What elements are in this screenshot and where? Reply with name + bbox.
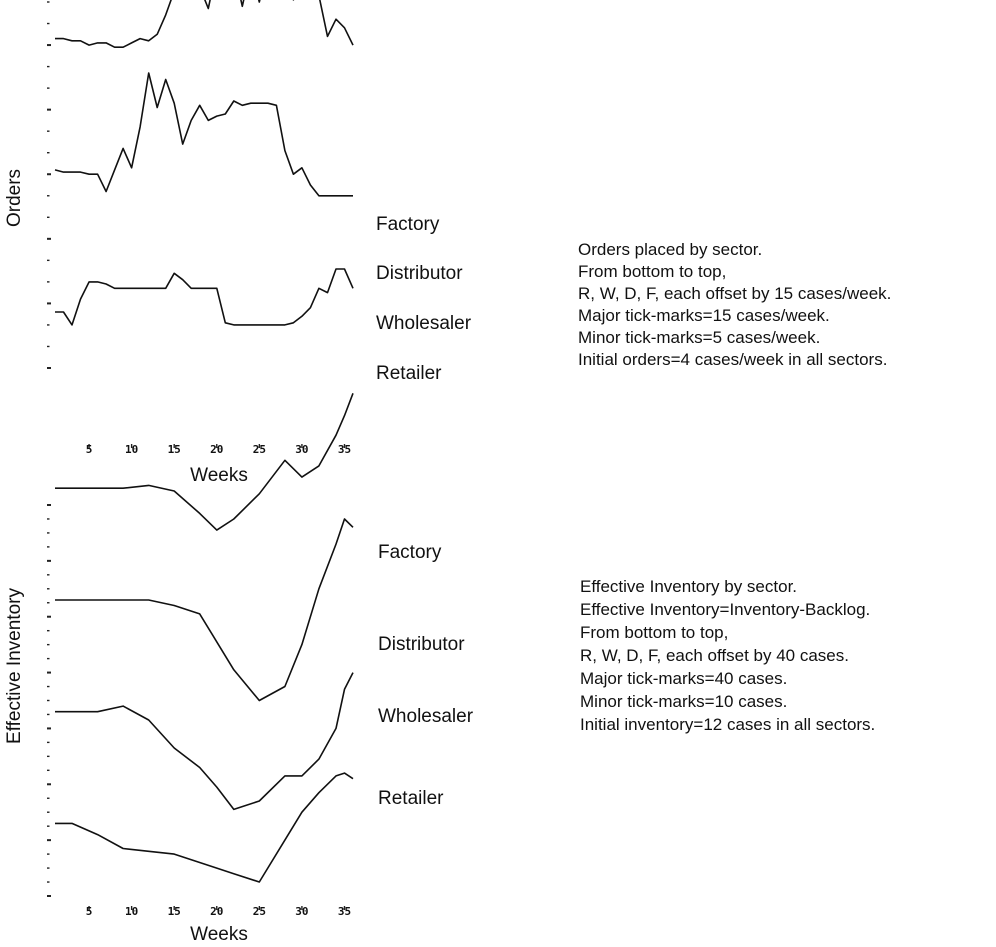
orders-x-axis-label: Weeks	[190, 465, 248, 486]
orders-x-axis-ticks: 5 10 15 20 25 30 35	[86, 443, 351, 456]
inventory-x-tick-label: 35	[338, 905, 351, 918]
orders-label-retailer: Retailer	[376, 363, 442, 384]
orders-label-factory: Factory	[376, 214, 440, 235]
inventory-x-tick-label: 15	[168, 905, 181, 918]
inventory-caption-line: Effective Inventory=Inventory-Backlog.	[580, 600, 870, 619]
inventory-caption-line: Minor tick-marks=10 cases.	[580, 692, 787, 711]
inventory-label-distributor: Distributor	[378, 634, 465, 655]
inventory-x-tick-label: 5	[86, 905, 93, 918]
orders-caption-line: Initial orders=4 cases/week in all secto…	[578, 350, 887, 369]
inventory-x-axis-label: Weeks	[190, 924, 248, 945]
inventory-panel: Effective Inventory 5 10 15 20 25 30 35 Weeks …	[4, 393, 875, 945]
inventory-x-axis-ticks: 5 10 15 20 25 30 35	[86, 905, 351, 918]
inventory-series-lines	[55, 393, 354, 883]
inventory-x-tick-label: 10	[125, 905, 138, 918]
inventory-x-tick-label: 20	[210, 905, 223, 918]
inventory-series-line-factory	[55, 393, 354, 531]
inventory-caption-line: Major tick-marks=40 cases.	[580, 669, 787, 688]
inventory-label-retailer: Retailer	[378, 788, 444, 809]
inventory-y-axis-label: Effective Inventory	[4, 588, 25, 744]
orders-panel: Orders 5 10 15 20 25 30 35 Weeks Factory Distr…	[4, 0, 891, 486]
inventory-x-tick-label: 25	[253, 905, 266, 918]
orders-series-lines	[54, 0, 354, 326]
orders-x-tick-label: 10	[125, 443, 138, 456]
orders-caption-line: Major tick-marks=15 cases/week.	[578, 306, 830, 325]
inventory-caption-line: From bottom to top,	[580, 623, 728, 642]
inventory-caption-line: Initial inventory=12 cases in all sector…	[580, 715, 875, 734]
orders-x-tick-label: 20	[210, 443, 223, 456]
orders-label-wholesaler: Wholesaler	[376, 313, 472, 334]
orders-x-tick-label: 30	[295, 443, 308, 456]
orders-series-line-wholesaler	[54, 72, 353, 197]
inventory-x-tick-label: 30	[295, 905, 308, 918]
orders-y-axis-ticks	[47, 1, 51, 369]
inventory-caption: Effective Inventory by sector. Effective…	[580, 577, 875, 734]
inventory-label-factory: Factory	[378, 542, 442, 563]
orders-caption-line: Minor tick-marks=5 cases/week.	[578, 328, 820, 347]
orders-caption: Orders placed by sector. From bottom to …	[578, 240, 891, 369]
orders-x-tick-label: 25	[253, 443, 266, 456]
inventory-y-axis-ticks	[47, 504, 51, 897]
inventory-caption-line: R, W, D, F, each offset by 40 cases.	[580, 646, 849, 665]
orders-caption-line: From bottom to top,	[578, 262, 726, 281]
orders-x-tick-label: 15	[168, 443, 181, 456]
orders-label-distributor: Distributor	[376, 263, 463, 284]
inventory-caption-line: Effective Inventory by sector.	[580, 577, 797, 596]
orders-series-line-distributor	[55, 0, 354, 49]
orders-caption-line: Orders placed by sector.	[578, 240, 762, 259]
orders-x-tick-label: 5	[86, 443, 93, 456]
orders-caption-line: R, W, D, F, each offset by 15 cases/week…	[578, 284, 891, 303]
inventory-series-line-distributor	[55, 518, 354, 702]
orders-x-tick-label: 35	[338, 443, 351, 456]
inventory-series-line-retailer	[55, 772, 354, 883]
orders-y-axis-label: Orders	[4, 169, 25, 227]
orders-series-line-retailer	[55, 268, 354, 326]
inventory-series-line-wholesaler	[55, 672, 354, 811]
inventory-label-wholesaler: Wholesaler	[378, 706, 474, 727]
